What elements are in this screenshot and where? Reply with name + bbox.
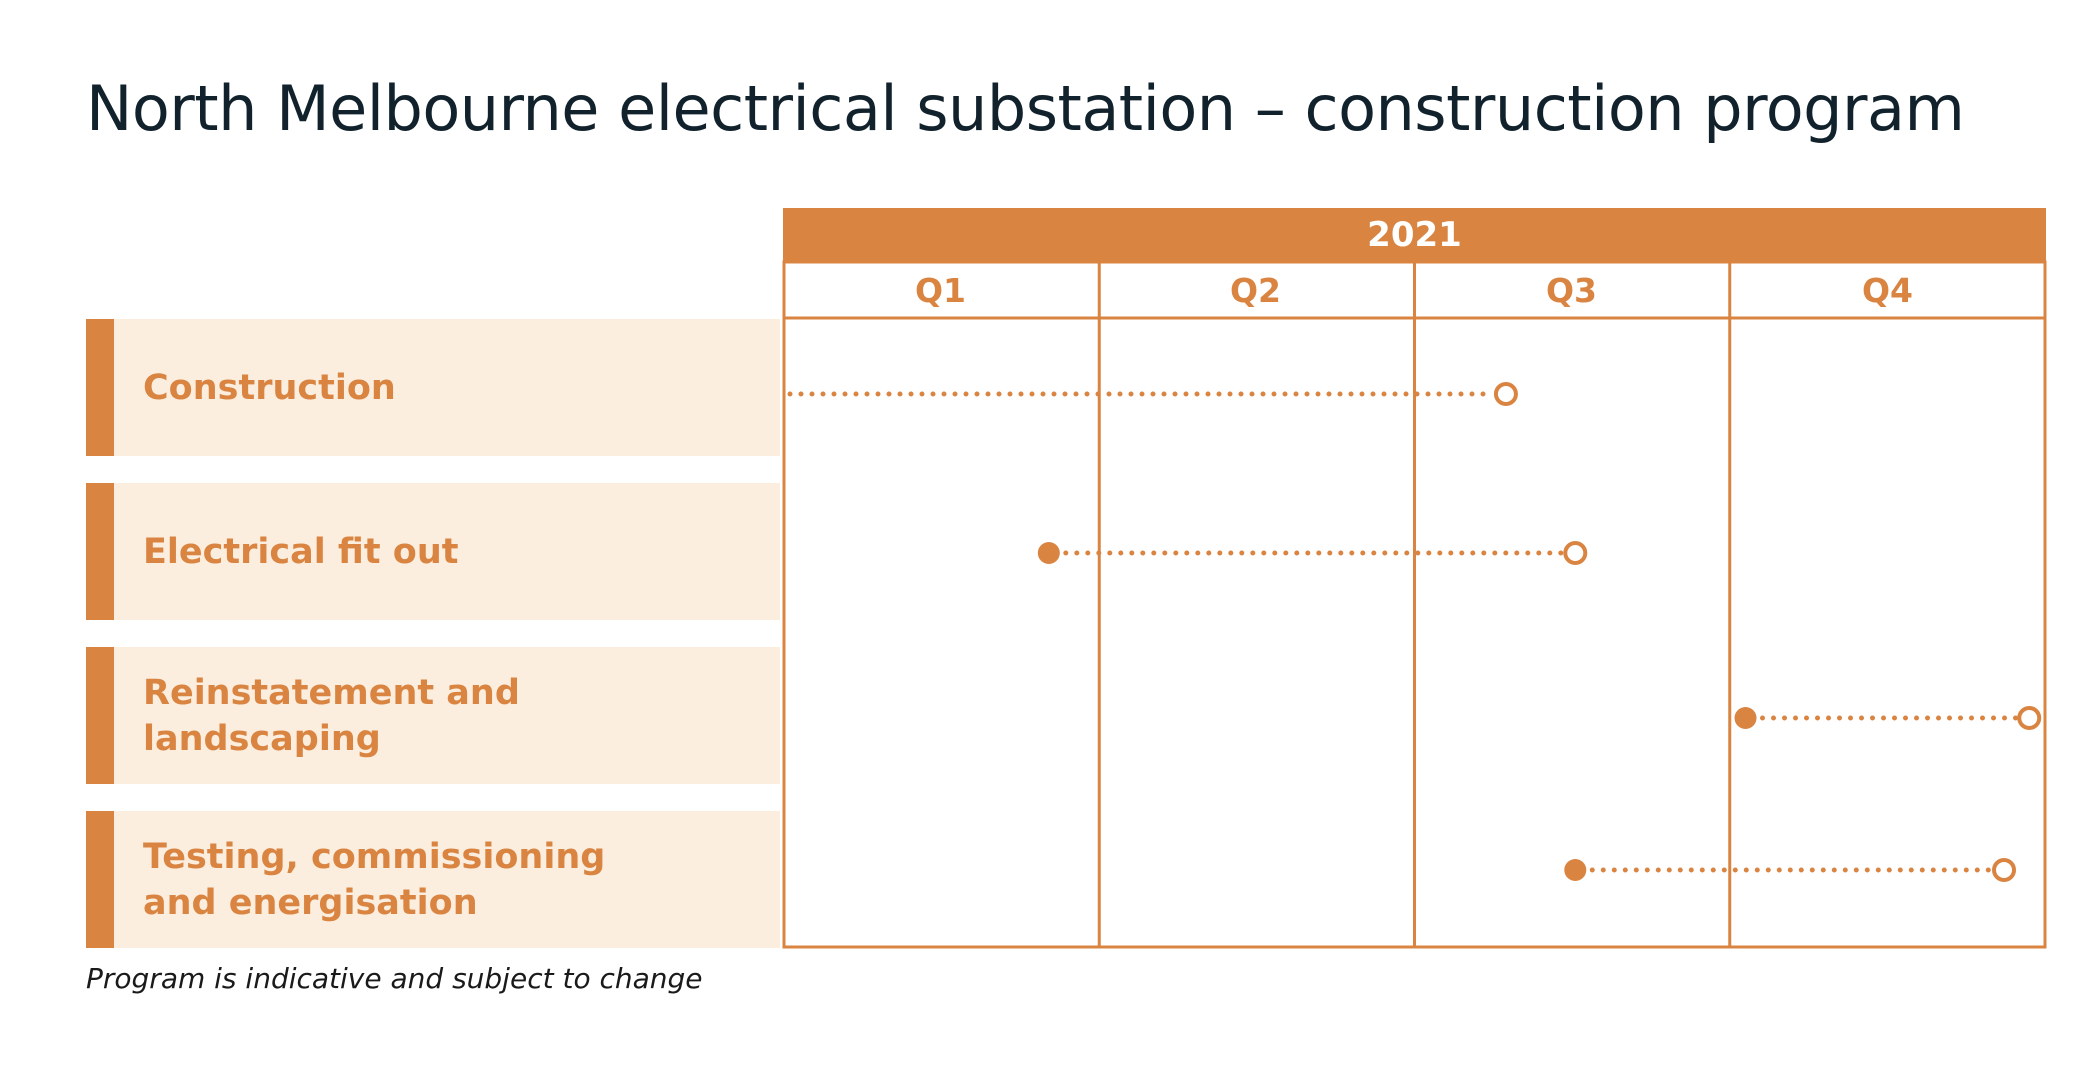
task-label-testing: Testing, commissioning and energisation (143, 836, 606, 923)
task-label-reinstatement: Reinstatement and landscaping (143, 672, 520, 759)
task-label-construction: Construction (143, 367, 396, 408)
page-title: North Melbourne electrical substation – … (86, 72, 1965, 145)
task-accent-bar (86, 647, 114, 784)
quarter-header-q1: Q1 (914, 270, 966, 310)
task-row-electrical-fit-out: Electrical fit out (86, 483, 780, 620)
task-row-construction: Construction (86, 319, 780, 456)
year-header: 2021 (783, 208, 2046, 262)
task-start-marker (1037, 542, 1060, 564)
task-accent-bar (86, 811, 114, 948)
quarter-header-q4: Q4 (1861, 270, 1913, 310)
task-start-marker (1564, 859, 1587, 881)
task-accent-bar (86, 483, 114, 620)
quarter-header-q2: Q2 (1229, 270, 1281, 310)
task-accent-bar (86, 319, 114, 456)
task-end-marker (1493, 382, 1518, 406)
task-label-electrical-fit-out: Electrical fit out (143, 531, 459, 572)
task-row-reinstatement: Reinstatement and landscaping (86, 647, 780, 784)
task-end-marker (1992, 858, 2017, 882)
task-start-marker (1734, 707, 1757, 729)
task-end-marker (2017, 706, 2042, 730)
task-row-testing: Testing, commissioning and energisation (86, 811, 780, 948)
footnote: Program is indicative and subject to cha… (86, 962, 703, 995)
quarter-header-q3: Q3 (1545, 270, 1597, 310)
task-end-marker (1563, 541, 1588, 565)
